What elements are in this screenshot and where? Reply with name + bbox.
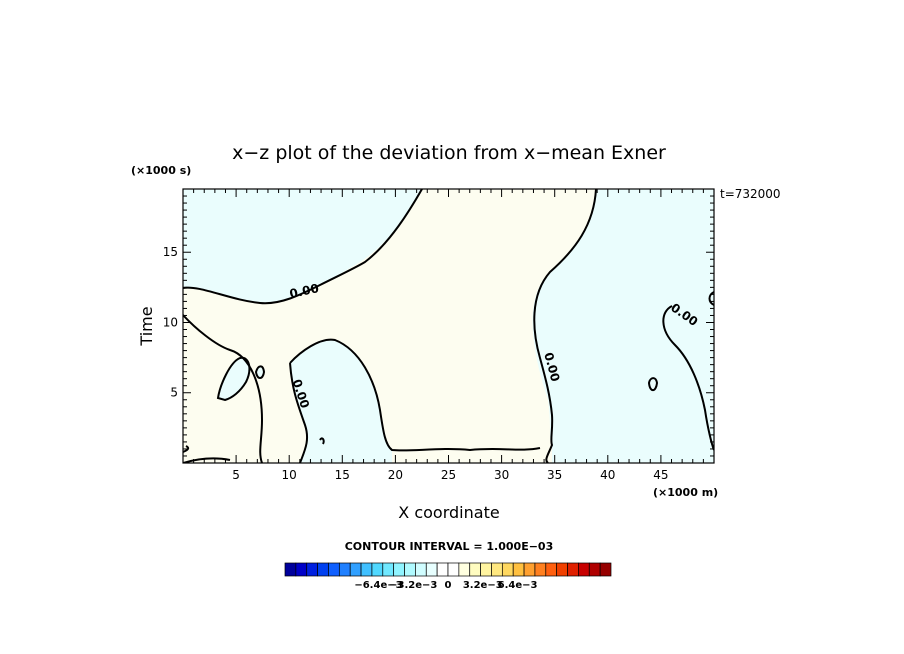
colorbar-swatch xyxy=(512,562,525,577)
colorbar-swatch xyxy=(469,562,481,577)
colorbar-swatch xyxy=(425,562,438,577)
plot-area: 0.00 0.00 0.00 0.00 5 10 15 20 25 30 35 40 45510… xyxy=(163,188,715,482)
colorbar-swatch xyxy=(404,562,416,577)
x-tick-label: 5 xyxy=(232,468,240,482)
x-tick-label: 45 xyxy=(653,468,668,482)
y-tick-label: 15 xyxy=(163,245,178,259)
colorbar-tick-label: 0 xyxy=(445,580,452,591)
x-axis-label: X coordinate xyxy=(398,503,499,522)
positive-region xyxy=(183,189,596,463)
y-tick-label: 5 xyxy=(170,386,178,400)
colorbar-swatch xyxy=(447,562,460,577)
contour-line xyxy=(708,291,714,306)
colorbar-swatch xyxy=(578,562,590,577)
negative-region xyxy=(649,378,657,391)
colorbar-tick-label: −6.4e−3 xyxy=(354,580,402,591)
contour-line xyxy=(254,365,266,379)
y-axis-label: Time xyxy=(137,306,156,346)
x-tick-label: 25 xyxy=(441,468,456,482)
colorbar-swatch xyxy=(436,562,449,577)
contour-line xyxy=(319,437,325,445)
colorbar-tick-label: −3.2e−3 xyxy=(389,580,437,591)
colorbar-swatch xyxy=(534,562,547,577)
colorbar-swatch xyxy=(360,562,373,577)
contour-line xyxy=(647,377,659,392)
colorbar-swatch xyxy=(458,562,471,577)
colorbar-swatch xyxy=(328,562,340,577)
contour-line xyxy=(662,305,714,451)
colorbar-tick-label: 3.2e−3 xyxy=(463,580,503,591)
contour-line xyxy=(183,314,264,463)
y-tick-label: 10 xyxy=(163,315,178,329)
negative-region xyxy=(218,357,250,400)
x-tick-label: 30 xyxy=(494,468,509,482)
colorbar-swatch xyxy=(545,562,558,577)
colorbar-swatch xyxy=(338,562,351,577)
time-stamp: t=732000 xyxy=(720,187,781,201)
contour-line xyxy=(533,189,597,463)
contour-line xyxy=(289,362,309,463)
colorbar-swatch xyxy=(349,562,362,577)
colorbar-tick-label: 6.4e−3 xyxy=(498,580,538,591)
y-unit-label: (×1000 s) xyxy=(131,164,191,177)
contour-line xyxy=(183,189,423,305)
colorbar-swatch xyxy=(480,562,492,577)
colorbar-swatch xyxy=(567,562,579,577)
colorbar-swatch xyxy=(501,562,514,577)
colorbar-swatch xyxy=(491,562,503,577)
colorbar-swatch xyxy=(599,562,612,577)
x-tick-label: 40 xyxy=(600,468,615,482)
contour-line xyxy=(183,457,231,463)
axis-ticks: 5 10 15 20 25 30 35 40 45 5 10 15 xyxy=(163,189,714,482)
contour-label: 0.00 xyxy=(288,281,320,301)
colorbar-swatch xyxy=(588,562,601,577)
contour-line xyxy=(183,445,190,453)
colorbar-swatch xyxy=(306,562,318,577)
colorbar-swatch xyxy=(371,562,384,577)
contour-line xyxy=(216,356,251,402)
colorbar-swatch xyxy=(382,562,395,577)
colorbar-swatch xyxy=(295,562,308,577)
colorbar: −6.4e−3−3.2e−3 0 3.2e−36.4e−3 xyxy=(284,562,612,591)
colorbar-swatch xyxy=(556,562,568,577)
x-tick-label: 20 xyxy=(388,468,403,482)
colorbar-swatch xyxy=(284,562,297,577)
contour-interval-note: CONTOUR INTERVAL = 1.000E−03 xyxy=(345,540,554,553)
x-tick-label: 35 xyxy=(547,468,562,482)
colorbar-swatch xyxy=(523,562,536,577)
contour-line xyxy=(289,338,541,452)
chart-title: x−z plot of the deviation from x−mean Ex… xyxy=(232,142,666,164)
colorbar-swatch xyxy=(415,562,427,577)
x-tick-label: 15 xyxy=(335,468,350,482)
x-unit-label: (×1000 m) xyxy=(653,486,718,499)
x-tick-label: 10 xyxy=(282,468,297,482)
colorbar-swatch xyxy=(393,562,405,577)
colorbar-swatch xyxy=(317,562,329,577)
